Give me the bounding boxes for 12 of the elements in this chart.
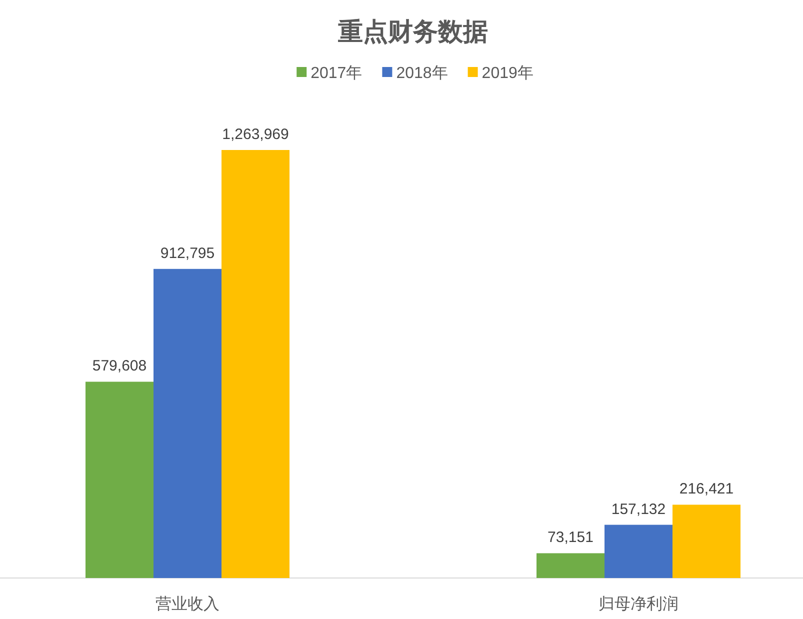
x-tick-label: 归母净利润 [598, 596, 678, 613]
legend-label: 2018年 [396, 65, 448, 82]
x-tick-label: 营业收入 [156, 596, 220, 613]
data-label: 579,608 [92, 358, 147, 375]
data-label: 157,132 [611, 500, 666, 518]
legend-label: 2017年 [310, 65, 362, 82]
data-label: 912,795 [160, 244, 215, 262]
title: 重点财务数据 [338, 19, 488, 46]
data-label: 216,421 [679, 480, 734, 498]
data-label: 73,151 [548, 529, 594, 546]
data-label: 1,263,969 [222, 126, 289, 143]
legend-label: 2019年 [482, 65, 534, 82]
